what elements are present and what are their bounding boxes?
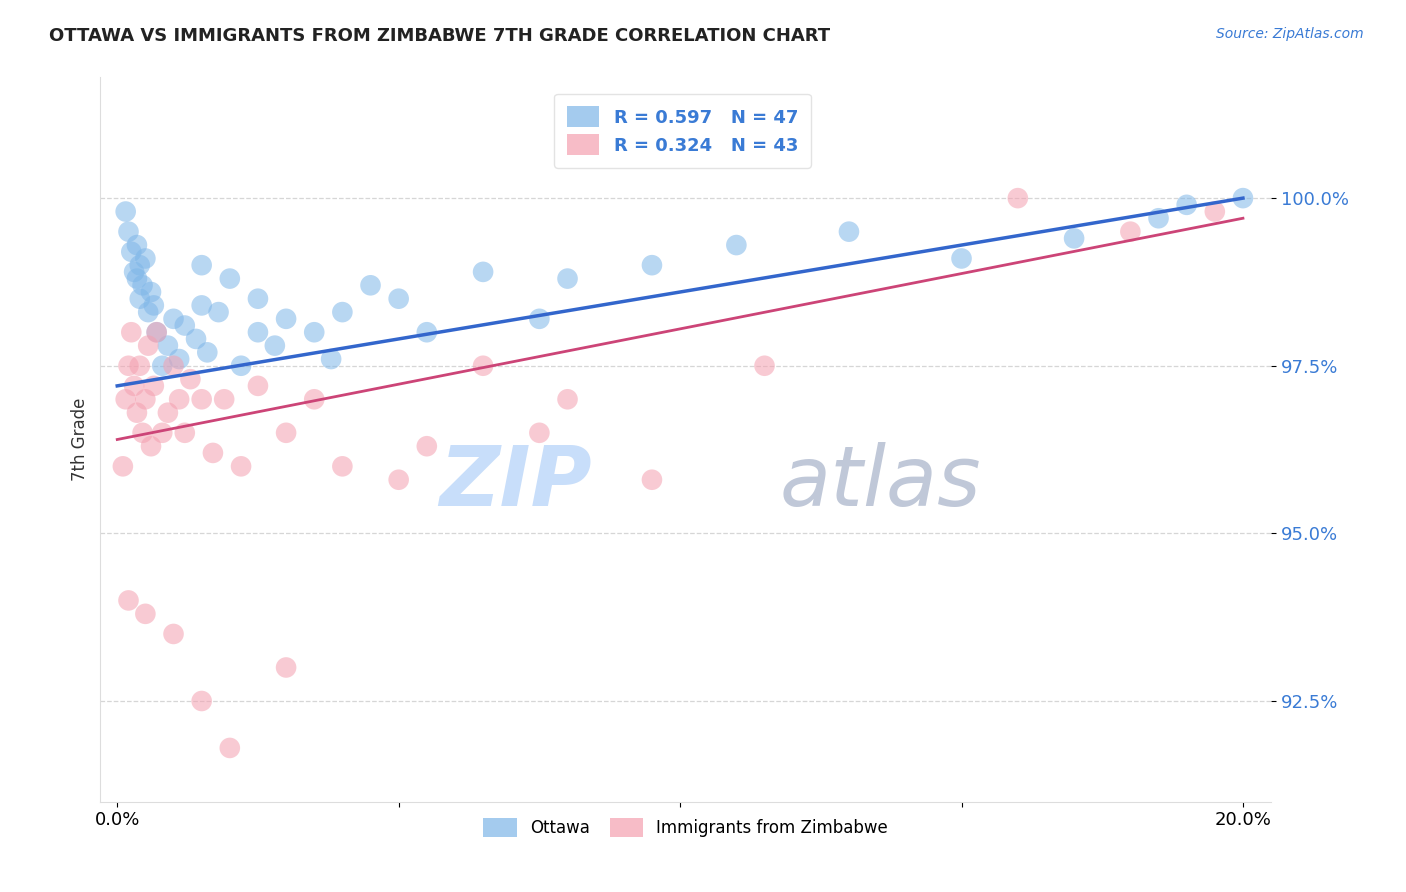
Point (190, 392, 212, 407)
Point (360, 278, 382, 293)
Point (145, 325, 167, 339)
Point (207, 305, 229, 319)
Point (725, 238, 748, 252)
Text: OTTAWA VS IMMIGRANTS FROM ZIMBABWE 7TH GRADE CORRELATION CHART: OTTAWA VS IMMIGRANTS FROM ZIMBABWE 7TH G… (49, 27, 831, 45)
Y-axis label: 7th Grade: 7th Grade (72, 398, 89, 481)
Point (125, 406, 148, 420)
Point (557, 271, 579, 285)
Point (136, 338, 159, 352)
Point (641, 473, 664, 487)
Point (246, 379, 269, 393)
Point (218, 740, 240, 755)
Point (274, 311, 297, 326)
Point (754, 359, 776, 373)
Point (472, 265, 495, 279)
Point (167, 392, 190, 407)
Point (139, 439, 162, 453)
Point (122, 379, 145, 393)
Legend: Ottawa, Immigrants from Zimbabwe: Ottawa, Immigrants from Zimbabwe (477, 812, 894, 844)
Point (167, 352, 190, 367)
Point (1147, 211, 1170, 226)
Point (184, 332, 207, 346)
Point (173, 318, 195, 333)
Text: ZIP: ZIP (440, 442, 592, 524)
Point (173, 425, 195, 440)
Point (1119, 225, 1142, 239)
Point (156, 406, 179, 420)
Point (201, 446, 224, 460)
Point (529, 425, 551, 440)
Point (114, 392, 136, 407)
Point (114, 204, 136, 219)
Point (134, 607, 156, 621)
Point (190, 694, 212, 708)
Point (139, 285, 162, 299)
Point (131, 278, 153, 293)
Point (117, 359, 139, 373)
Point (1204, 204, 1226, 219)
Point (302, 325, 325, 339)
Point (117, 225, 139, 239)
Point (142, 298, 165, 312)
Point (134, 252, 156, 266)
Point (388, 473, 411, 487)
Point (122, 265, 145, 279)
Point (120, 325, 142, 339)
Point (179, 372, 201, 386)
Point (120, 244, 142, 259)
Point (131, 425, 153, 440)
Point (332, 305, 354, 319)
Point (212, 392, 235, 407)
Point (263, 338, 285, 352)
Point (274, 660, 297, 674)
Point (162, 627, 184, 641)
Point (246, 325, 269, 339)
Point (246, 292, 269, 306)
Point (162, 311, 184, 326)
Point (472, 359, 495, 373)
Point (190, 298, 212, 312)
Text: Source: ZipAtlas.com: Source: ZipAtlas.com (1216, 27, 1364, 41)
Point (111, 459, 134, 474)
Point (416, 439, 439, 453)
Point (557, 392, 579, 407)
Point (150, 359, 173, 373)
Point (195, 345, 218, 359)
Point (1232, 191, 1254, 205)
Point (950, 252, 973, 266)
Point (142, 379, 165, 393)
Point (162, 359, 184, 373)
Point (838, 225, 860, 239)
Point (1175, 198, 1198, 212)
Point (388, 292, 411, 306)
Point (332, 459, 354, 474)
Point (229, 459, 252, 474)
Point (156, 338, 179, 352)
Point (529, 311, 551, 326)
Point (190, 258, 212, 272)
Text: atlas: atlas (779, 442, 981, 524)
Point (274, 425, 297, 440)
Point (134, 392, 156, 407)
Point (218, 271, 240, 285)
Point (117, 593, 139, 607)
Point (1007, 191, 1029, 205)
Point (145, 325, 167, 339)
Point (128, 292, 150, 306)
Point (321, 352, 343, 367)
Point (125, 271, 148, 285)
Point (641, 258, 664, 272)
Point (302, 392, 325, 407)
Point (125, 238, 148, 252)
Point (136, 305, 159, 319)
Point (128, 359, 150, 373)
Point (128, 258, 150, 272)
Point (229, 359, 252, 373)
Point (416, 325, 439, 339)
Point (150, 425, 173, 440)
Point (1063, 231, 1085, 245)
